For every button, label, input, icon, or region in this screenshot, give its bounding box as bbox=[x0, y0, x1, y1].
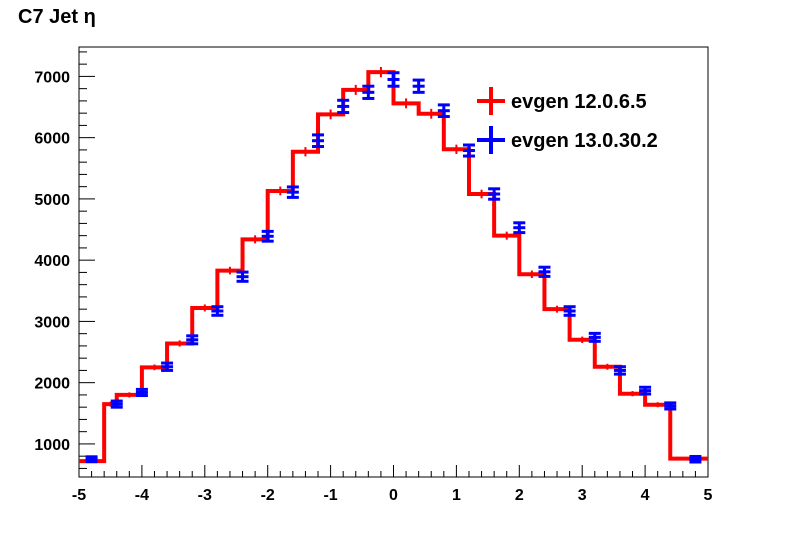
data-point bbox=[613, 365, 626, 376]
y-tick-label: 4000 bbox=[34, 253, 70, 270]
data-point bbox=[211, 305, 224, 317]
legend-label: evgen 13.0.30.2 bbox=[511, 130, 658, 152]
data-point bbox=[186, 334, 199, 346]
x-axis-ticks: -5 -4 -3 -2 -1 0 1 2 3 4 5 bbox=[72, 465, 713, 504]
x-tick-label: 5 bbox=[704, 487, 713, 504]
data-point bbox=[437, 103, 450, 119]
chart-title: C7 Jet η bbox=[18, 6, 96, 28]
data-point bbox=[664, 401, 677, 411]
y-tick-label: 7000 bbox=[34, 69, 70, 86]
x-tick-label: -2 bbox=[261, 487, 275, 504]
x-tick-label: 2 bbox=[515, 487, 524, 504]
data-point bbox=[286, 185, 299, 199]
x-tick-label: 1 bbox=[452, 487, 461, 504]
data-point bbox=[538, 265, 551, 278]
y-tick-label: 3000 bbox=[34, 314, 70, 331]
data-point bbox=[412, 78, 425, 94]
series-evgen-13 bbox=[85, 71, 702, 464]
data-point bbox=[236, 270, 249, 283]
data-point bbox=[312, 133, 325, 149]
x-tick-label: -1 bbox=[323, 487, 337, 504]
series-evgen-12 bbox=[79, 66, 708, 464]
y-axis-ticks: 1000 2000 3000 4000 5000 6000 7000 bbox=[34, 51, 95, 469]
data-point bbox=[135, 387, 148, 398]
y-tick-label: 5000 bbox=[34, 192, 70, 209]
x-tick-label: 0 bbox=[389, 487, 398, 504]
x-tick-label: -4 bbox=[135, 487, 149, 504]
y-tick-label: 6000 bbox=[34, 131, 70, 148]
data-point bbox=[161, 361, 174, 372]
legend: evgen 12.0.6.5 evgen 13.0.30.2 bbox=[477, 87, 658, 154]
y-tick-label: 2000 bbox=[34, 376, 70, 393]
data-point bbox=[362, 84, 375, 100]
data-point bbox=[261, 229, 274, 243]
x-tick-label: 4 bbox=[641, 487, 650, 504]
data-point bbox=[85, 455, 98, 464]
data-point bbox=[337, 98, 350, 115]
data-point bbox=[639, 385, 652, 396]
x-tick-label: -3 bbox=[198, 487, 212, 504]
legend-label: evgen 12.0.6.5 bbox=[511, 91, 647, 113]
data-point bbox=[110, 399, 123, 409]
data-point bbox=[513, 221, 526, 235]
data-point bbox=[563, 305, 576, 317]
x-tick-label: 3 bbox=[578, 487, 587, 504]
data-point bbox=[462, 143, 475, 158]
data-point bbox=[588, 331, 601, 343]
data-point bbox=[488, 187, 501, 201]
x-tick-label: -5 bbox=[72, 487, 86, 504]
y-tick-label: 1000 bbox=[34, 437, 70, 454]
data-point bbox=[689, 454, 702, 464]
data-point bbox=[387, 71, 400, 88]
